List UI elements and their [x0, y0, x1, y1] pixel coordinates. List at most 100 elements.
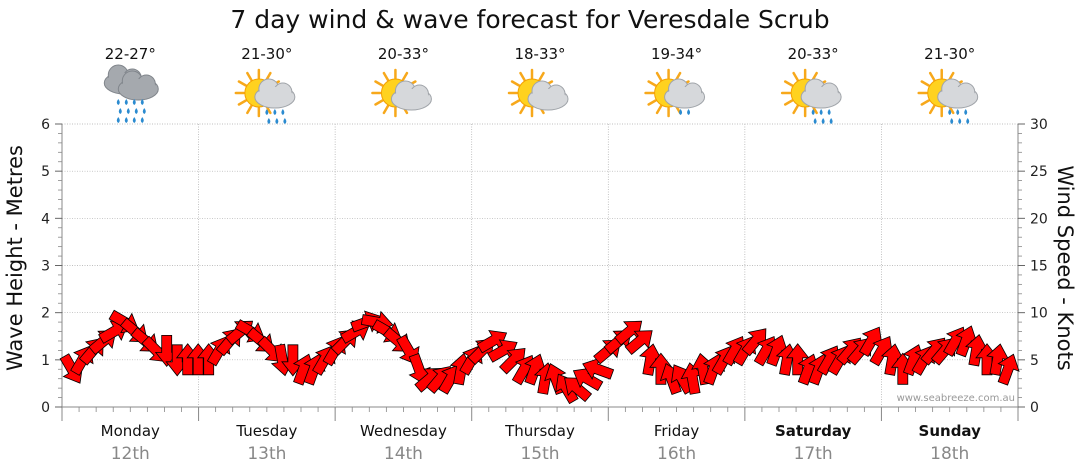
- day-date-label: 17th: [794, 444, 833, 464]
- wind-arrow: [965, 334, 989, 367]
- day-labels: Monday 12th Tuesday 13th Wednesday 14th Thursd…: [61, 407, 1019, 464]
- rain-drop: [813, 118, 817, 124]
- sun-ray: [920, 99, 930, 106]
- wind-arrow: [766, 334, 789, 367]
- wind-arrow: [564, 377, 593, 403]
- sun-ray: [519, 104, 526, 115]
- y2-tick-label: 20: [1030, 211, 1048, 227]
- rain-drops-icon: [679, 109, 691, 115]
- wind-arrow: [572, 367, 604, 392]
- temperature-range-label: 20-33°: [378, 45, 429, 63]
- sun-ray: [510, 80, 521, 87]
- day-date-label: 14th: [384, 444, 423, 464]
- y2-tick-label: 10: [1030, 306, 1048, 322]
- rain-drop: [116, 117, 120, 123]
- day-date-label: 13th: [247, 444, 286, 464]
- cloud-icon: [664, 78, 706, 109]
- rain-drop: [819, 109, 823, 115]
- wind-arrows-series: [59, 309, 1020, 405]
- sun-cloud-rain-icon: [234, 68, 296, 124]
- rain-drop: [126, 108, 130, 114]
- temperature-range-label: 18-33°: [514, 45, 565, 63]
- sun-cloud-icon: [371, 68, 432, 118]
- sun-ray: [510, 99, 521, 106]
- y2-tick-label: 30: [1030, 117, 1048, 133]
- rain-drop: [140, 117, 144, 123]
- day-name-label: Friday: [654, 422, 700, 440]
- wind-arrow: [614, 320, 643, 346]
- sun-cloud-rain-icon: [917, 68, 979, 124]
- y-tick-label: 6: [41, 117, 50, 133]
- cloud-icon: [937, 78, 979, 109]
- sun-ray: [246, 104, 253, 115]
- sun-ray: [382, 104, 390, 115]
- rain-drop: [948, 109, 952, 115]
- sun-ray: [783, 80, 794, 87]
- rain-drop: [283, 118, 287, 124]
- cloud-fill: [530, 89, 566, 107]
- sun-ray: [246, 71, 253, 82]
- cloud-fill: [393, 89, 430, 107]
- sun-ray: [792, 71, 799, 82]
- y-tick-label: 1: [41, 353, 50, 369]
- cloud-icon: [800, 78, 842, 109]
- day-name-label: Wednesday: [360, 422, 447, 440]
- temperature-range-label: 22-27°: [105, 45, 156, 63]
- day-date-label: 12th: [111, 444, 150, 464]
- day-date-label: 15th: [520, 444, 559, 464]
- y-axis-label: Wave Height - Metres: [3, 145, 27, 371]
- y-tick-label: 3: [41, 259, 50, 275]
- sun-ray: [519, 71, 526, 82]
- y-tick-label: 4: [41, 211, 50, 227]
- rain-drop: [267, 118, 271, 124]
- wind-arrow: [498, 348, 526, 375]
- rain-drop: [827, 109, 831, 115]
- wind-arrow: [680, 362, 704, 395]
- y2-tick-label: 5: [1030, 353, 1039, 369]
- y2-tick-label: 0: [1030, 400, 1039, 416]
- wave-height-axis: 0 1 2 3 4 5 6: [41, 117, 63, 416]
- cloud-icon: [527, 80, 569, 111]
- rain-drop: [275, 118, 279, 124]
- temperature-range-label: 21-30°: [924, 45, 975, 63]
- cloud-icon: [254, 78, 296, 109]
- sun-ray: [647, 80, 657, 87]
- rain-drop: [679, 109, 683, 115]
- rain-drop: [118, 108, 122, 114]
- weather-icons: [103, 64, 979, 124]
- rain-drop: [116, 99, 120, 105]
- sun-ray: [401, 71, 409, 82]
- day-name-label: Sunday: [919, 422, 982, 440]
- y2-tick-label: 15: [1030, 259, 1048, 275]
- wind-arrow: [741, 328, 767, 357]
- rain-drop: [958, 118, 962, 124]
- wind-arrow: [639, 343, 663, 376]
- rain-drop: [124, 99, 128, 105]
- wind-arrow: [649, 352, 673, 385]
- rain-drops-icon: [116, 99, 146, 123]
- temperature-range-label: 21-30°: [241, 45, 292, 63]
- rain-drop: [687, 109, 691, 115]
- rain-drop: [273, 109, 277, 115]
- sun-ray: [928, 71, 936, 82]
- sun-cloud-rain-icon: [780, 68, 842, 124]
- cloud-fill: [256, 87, 293, 105]
- day-name-label: Tuesday: [235, 422, 297, 440]
- rain-drop: [134, 108, 138, 114]
- heavy-rain-cloud-icon: [103, 64, 159, 123]
- sun-ray: [647, 99, 657, 106]
- sun-ray: [237, 80, 248, 87]
- rain-drops-icon: [265, 109, 287, 124]
- cloud-fill: [803, 87, 840, 105]
- y-tick-label: 2: [41, 306, 50, 322]
- rain-drop: [811, 109, 815, 115]
- sun-cloud-icon: [507, 68, 569, 118]
- y2-tick-label: 25: [1030, 164, 1048, 180]
- rain-drop: [140, 99, 144, 105]
- rain-drop: [124, 117, 128, 123]
- rain-drop: [132, 99, 136, 105]
- cloud-icon: [390, 80, 432, 111]
- chart-title: 7 day wind & wave forecast for Veresdale…: [230, 5, 829, 34]
- daily-temperatures: 22-27° 21-30° 20-33° 18-33° 19-34° 20-33° 21-3…: [105, 45, 976, 63]
- sun-ray: [920, 80, 930, 87]
